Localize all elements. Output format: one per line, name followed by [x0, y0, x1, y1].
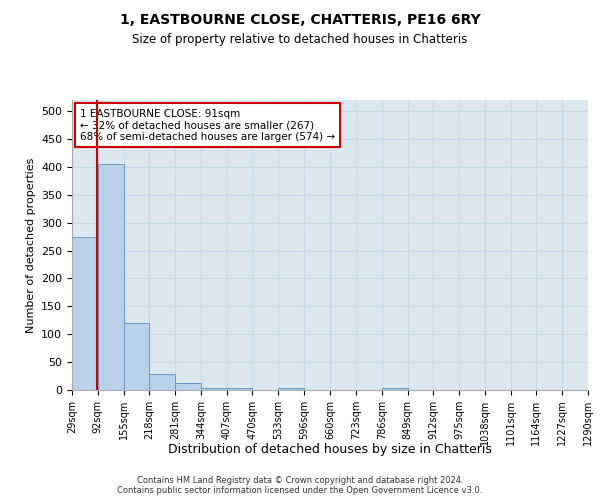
Bar [175, 384, 201, 390]
Bar [149, 374, 175, 390]
Bar [382, 388, 407, 390]
Bar [227, 388, 253, 390]
Bar [278, 388, 304, 390]
Text: Distribution of detached houses by size in Chatteris: Distribution of detached houses by size … [168, 442, 492, 456]
Bar [98, 164, 124, 390]
Text: Size of property relative to detached houses in Chatteris: Size of property relative to detached ho… [133, 32, 467, 46]
Text: 1 EASTBOURNE CLOSE: 91sqm
← 32% of detached houses are smaller (267)
68% of semi: 1 EASTBOURNE CLOSE: 91sqm ← 32% of detac… [80, 108, 335, 142]
Bar [201, 388, 227, 390]
Y-axis label: Number of detached properties: Number of detached properties [26, 158, 35, 332]
Bar [124, 323, 149, 390]
Text: 1, EASTBOURNE CLOSE, CHATTERIS, PE16 6RY: 1, EASTBOURNE CLOSE, CHATTERIS, PE16 6RY [119, 12, 481, 26]
Bar [72, 236, 98, 390]
Text: Contains HM Land Registry data © Crown copyright and database right 2024.
Contai: Contains HM Land Registry data © Crown c… [118, 476, 482, 495]
